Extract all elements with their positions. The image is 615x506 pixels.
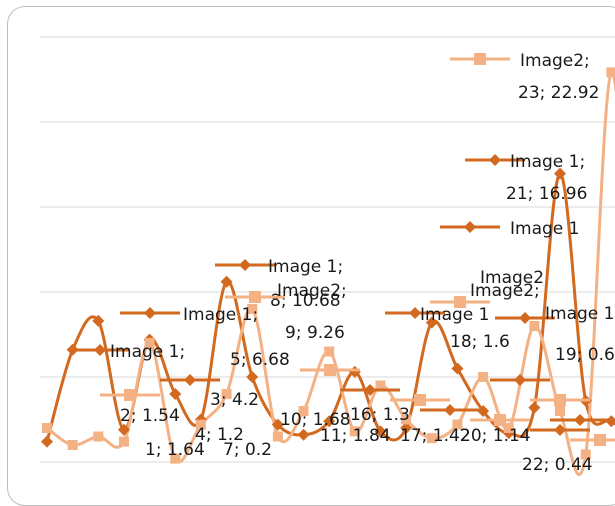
- data-label: 7; 0.2: [223, 440, 272, 460]
- data-label: Image 1;: [110, 342, 185, 362]
- series-line-2: [46, 70, 615, 476]
- data-point: [297, 428, 310, 441]
- data-label: 1; 1.64: [145, 440, 205, 460]
- label-key-marker: [124, 389, 136, 401]
- data-point: [247, 304, 258, 314]
- data-label: 17; 1.42: [400, 426, 471, 446]
- label-key-marker: [414, 394, 426, 406]
- label-key-marker: [554, 424, 566, 436]
- label-key-marker: [364, 384, 376, 396]
- data-label: Image 1;: [268, 257, 343, 277]
- data-label: 2; 1.54: [120, 406, 180, 426]
- label-key-marker: [489, 154, 501, 166]
- data-point: [195, 419, 206, 430]
- data-label: 19; 0.66: [555, 345, 615, 365]
- data-label: 23; 22.92: [518, 83, 599, 103]
- data-point: [374, 425, 387, 438]
- data-point: [555, 406, 566, 416]
- data-label: 11; 1.84: [320, 426, 391, 446]
- data-point: [503, 423, 514, 433]
- data-label: 9; 9.26: [285, 323, 345, 343]
- data-point: [452, 419, 463, 430]
- label-key-marker: [324, 364, 336, 376]
- label-key-marker: [454, 296, 466, 308]
- data-point: [528, 401, 541, 414]
- data-label: Image2: [480, 268, 544, 288]
- data-label: 5; 6.68: [230, 350, 290, 370]
- label-key-marker: [474, 53, 486, 65]
- data-label: 3; 4.2: [210, 390, 259, 410]
- label-key-marker: [574, 414, 586, 426]
- label-key-marker: [594, 434, 606, 446]
- data-point: [605, 415, 615, 428]
- data-label: Image 1;: [510, 152, 585, 172]
- data-label: Image 1;: [183, 305, 258, 325]
- data-point: [117, 423, 130, 436]
- data-label: Image2;: [520, 51, 590, 71]
- data-point: [298, 406, 309, 416]
- data-label: 4; 1.2: [195, 425, 244, 445]
- data-point: [170, 453, 181, 464]
- label-key-marker: [464, 221, 476, 233]
- label-key-marker: [514, 374, 526, 386]
- data-point: [144, 338, 155, 348]
- data-label: Image2;: [277, 281, 347, 301]
- data-label: 21; 16.96: [506, 184, 587, 204]
- data-point: [478, 372, 489, 382]
- data-point: [477, 405, 490, 417]
- data-point: [580, 449, 591, 460]
- data-point: [400, 422, 413, 434]
- data-point: [67, 440, 78, 450]
- data-point: [42, 423, 52, 433]
- label-key-marker: [519, 312, 531, 324]
- label-key-marker: [184, 374, 196, 386]
- data-point: [41, 435, 53, 448]
- data-point: [451, 362, 464, 375]
- label-key-marker: [249, 291, 261, 303]
- data-point: [92, 314, 105, 327]
- data-point: [425, 316, 438, 329]
- line-chart: Image2; 23; 22.92 Image 1; 21; 16.96 Image 1…: [40, 36, 615, 476]
- data-point: [426, 433, 437, 444]
- data-label: Image2;: [470, 281, 540, 301]
- data-point: [271, 418, 284, 431]
- data-labels: Image2; 23; 22.92 Image 1; 21; 16.96 Image 1…: [70, 51, 615, 475]
- label-key-marker: [409, 307, 421, 319]
- data-point: [554, 167, 567, 180]
- chart-frame: [7, 6, 615, 506]
- data-label: 18; 1.6: [450, 332, 510, 352]
- label-key-marker: [239, 259, 251, 271]
- label-key-marker: [94, 344, 106, 356]
- data-point: [118, 436, 129, 447]
- data-label: 16; 1.3: [350, 405, 410, 425]
- data-point: [246, 371, 259, 383]
- data-point: [323, 415, 336, 428]
- label-key-marker: [144, 307, 156, 319]
- data-point: [324, 346, 335, 357]
- data-label: Image 1: [510, 219, 579, 239]
- data-point: [606, 67, 615, 78]
- data-label: Image 1;: [545, 304, 615, 324]
- data-point: [93, 431, 104, 442]
- data-label: 8; 10.68: [270, 291, 341, 311]
- data-point: [349, 426, 360, 437]
- label-key-marker: [554, 394, 566, 406]
- label-key-marker: [494, 414, 506, 426]
- data-point: [220, 275, 233, 288]
- data-point: [529, 321, 540, 331]
- data-label: 20; 1.14: [460, 426, 531, 446]
- data-point: [375, 380, 386, 391]
- data-point: [221, 389, 232, 399]
- data-point: [272, 431, 283, 442]
- data-label: 22; 0.44: [522, 455, 593, 475]
- data-label: 10; 1.68: [280, 410, 351, 430]
- data-point: [401, 414, 412, 425]
- data-label: Image 1: [420, 305, 489, 325]
- data-point: [169, 388, 182, 400]
- label-key-marker: [444, 404, 456, 416]
